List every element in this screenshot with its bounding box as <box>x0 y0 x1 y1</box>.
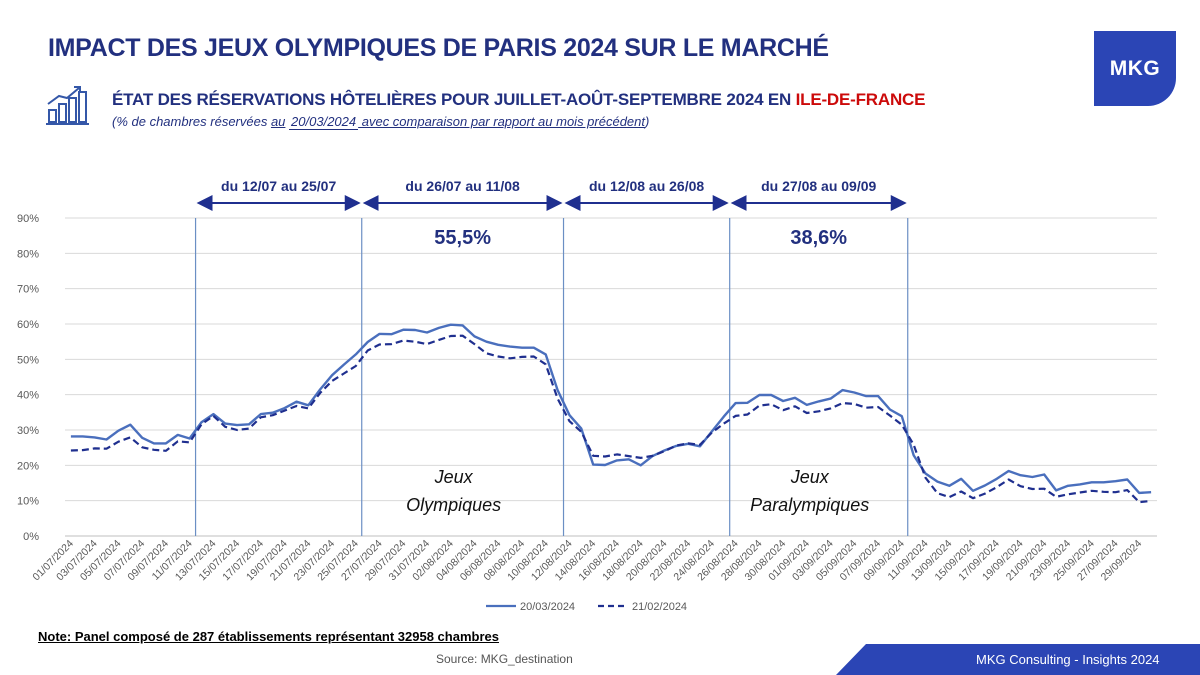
bar-chart-growth-icon <box>46 86 89 125</box>
subtitle-pre: (% de chambres réservées <box>112 114 271 129</box>
y-tick-label: 70% <box>17 284 39 296</box>
note-prefix: Note <box>38 629 67 644</box>
y-tick-label: 30% <box>17 425 39 437</box>
subtitle-post: avec comparaison par rapport au mois pré… <box>358 114 646 129</box>
source-text: Source: MKG_destination <box>436 652 573 666</box>
y-tick-label: 40% <box>17 390 39 402</box>
footer-band <box>836 644 1200 675</box>
panel-note: Note: Panel composé de 287 établissement… <box>38 629 499 644</box>
chart-subtitle: ÉTAT DES RÉSERVATIONS HÔTELIÈRES POUR JU… <box>112 90 925 110</box>
subtitle-au: au <box>270 114 286 129</box>
page-title: IMPACT DES JEUX OLYMPIQUES DE PARIS 2024… <box>48 34 829 62</box>
footer-brand: MKG Consulting - Insights 2024 <box>976 652 1160 667</box>
event-occupancy-value: 38,6% <box>790 227 847 249</box>
y-tick-label: 50% <box>17 354 39 366</box>
subtitle-date: 20/03/2024 <box>289 114 359 130</box>
event-name: Jeux <box>434 467 474 487</box>
y-tick-label: 60% <box>17 319 39 331</box>
series-line-21-02-2024 <box>70 334 1152 504</box>
subtitle-close: ) <box>645 114 650 129</box>
y-tick-label: 0% <box>23 531 39 543</box>
note-text: : Panel composé de 287 établissements re… <box>66 629 499 644</box>
y-tick-label: 90% <box>17 213 39 225</box>
period-label: du 26/07 au 11/08 <box>405 178 520 194</box>
period-label: du 12/08 au 26/08 <box>589 178 704 194</box>
legend-label: 20/03/2024 <box>520 601 575 613</box>
y-tick-label: 10% <box>17 496 39 508</box>
event-name: Jeux <box>790 467 830 487</box>
period-label: du 12/07 au 25/07 <box>221 178 336 194</box>
event-occupancy-value: 55,5% <box>434 227 491 249</box>
mkg-logo: MKG <box>1094 31 1176 106</box>
period-label: du 27/08 au 09/09 <box>761 178 876 194</box>
event-name: Paralympiques <box>750 495 869 515</box>
y-tick-label: 80% <box>17 248 39 260</box>
subtitle-main: ÉTAT DES RÉSERVATIONS HÔTELIÈRES POUR JU… <box>112 90 796 109</box>
subtitle-region: ILE-DE-FRANCE <box>795 90 926 109</box>
y-tick-label: 20% <box>17 460 39 472</box>
legend-label: 21/02/2024 <box>632 601 687 613</box>
chart-subtitle-note: (% de chambres réservées au 20/03/2024 a… <box>112 114 649 130</box>
series-line-20-03-2024 <box>70 323 1152 495</box>
note-label: Note: Panel composé de 287 établissement… <box>38 629 499 644</box>
booking-line-chart: 0%10%20%30%40%50%60%70%80%90%01/07/20240… <box>17 178 1157 613</box>
event-name: Olympiques <box>406 495 501 515</box>
